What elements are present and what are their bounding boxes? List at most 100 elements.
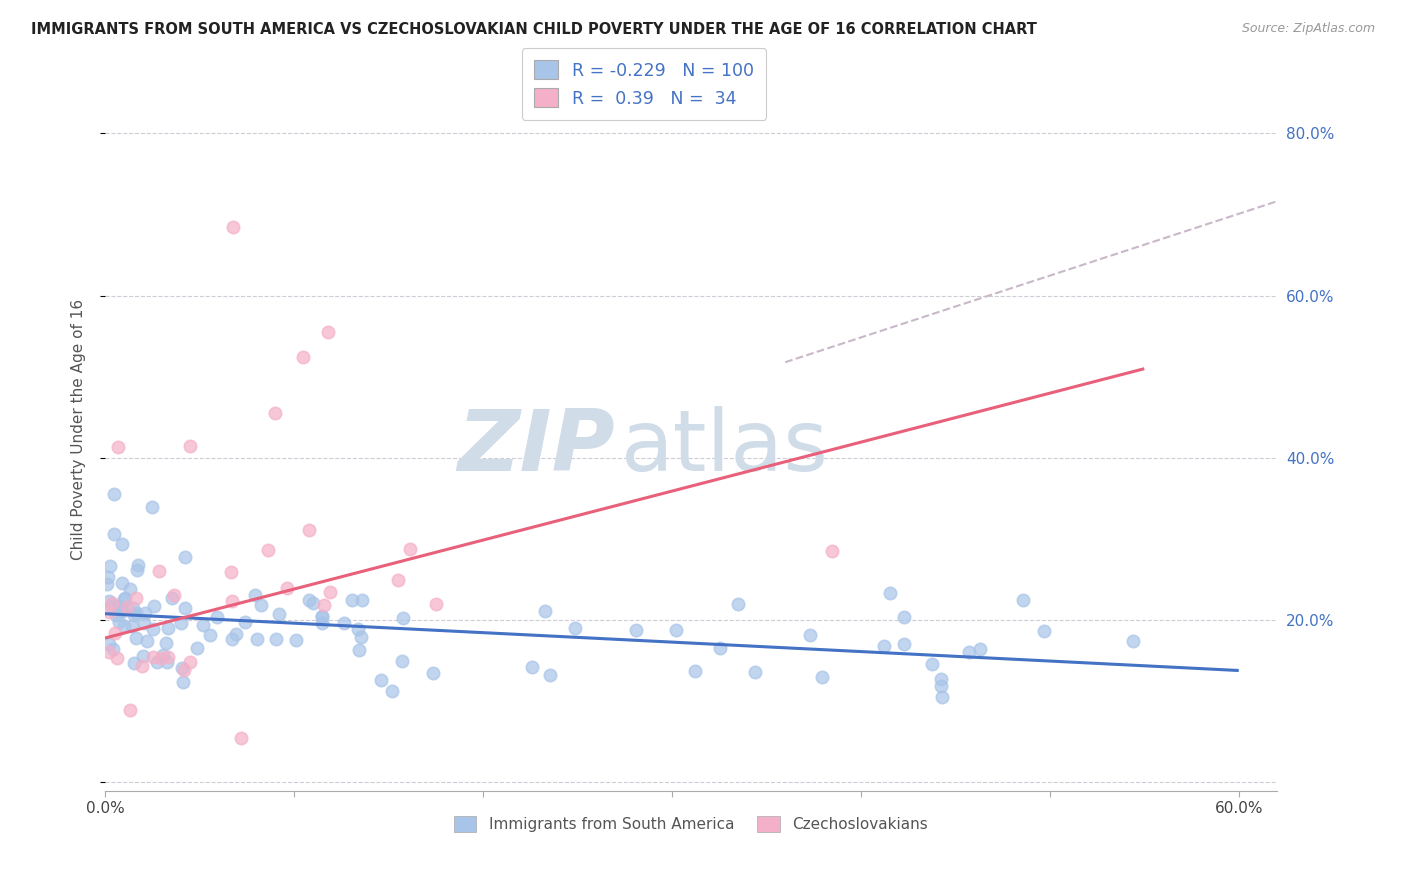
- Point: [873, 639, 896, 653]
- Point: [105, 608, 128, 623]
- Point: [316, 325, 339, 339]
- Point: [292, 350, 315, 364]
- Point: [122, 656, 145, 670]
- Point: [969, 642, 991, 657]
- Point: [173, 663, 195, 677]
- Point: [391, 654, 413, 668]
- Point: [246, 632, 269, 646]
- Point: [297, 524, 319, 538]
- Point: [100, 599, 122, 613]
- Point: [893, 637, 915, 651]
- Point: [340, 592, 363, 607]
- Point: [301, 596, 323, 610]
- Point: [103, 527, 125, 541]
- Point: [264, 632, 287, 647]
- Point: [929, 679, 952, 693]
- Point: [105, 651, 128, 665]
- Point: [811, 670, 834, 684]
- Point: [264, 406, 287, 420]
- Point: [124, 608, 146, 623]
- Text: ZIP: ZIP: [457, 406, 614, 489]
- Point: [98, 559, 121, 574]
- Point: [110, 602, 132, 616]
- Point: [799, 627, 821, 641]
- Point: [100, 596, 122, 610]
- Point: [392, 611, 415, 625]
- Point: [683, 664, 706, 678]
- Legend: Immigrants from South America, Czechoslovakians: Immigrants from South America, Czechoslo…: [441, 804, 941, 845]
- Point: [709, 640, 731, 655]
- Point: [121, 618, 143, 632]
- Point: [538, 668, 561, 682]
- Point: [170, 615, 193, 630]
- Point: [114, 591, 136, 606]
- Point: [115, 600, 138, 615]
- Point: [319, 584, 342, 599]
- Point: [107, 440, 129, 454]
- Point: [141, 500, 163, 514]
- Text: IMMIGRANTS FROM SOUTH AMERICA VS CZECHOSLOVAKIAN CHILD POVERTY UNDER THE AGE OF : IMMIGRANTS FROM SOUTH AMERICA VS CZECHOS…: [31, 22, 1036, 37]
- Point: [131, 648, 153, 663]
- Point: [125, 607, 148, 621]
- Point: [931, 690, 953, 704]
- Point: [120, 582, 142, 597]
- Point: [112, 619, 135, 633]
- Point: [125, 631, 148, 645]
- Point: [332, 615, 354, 630]
- Point: [879, 585, 901, 599]
- Point: [298, 592, 321, 607]
- Point: [152, 648, 174, 662]
- Point: [179, 439, 201, 453]
- Point: [145, 656, 167, 670]
- Point: [929, 672, 952, 686]
- Point: [257, 542, 280, 557]
- Point: [134, 606, 156, 620]
- Point: [111, 604, 134, 618]
- Point: [96, 577, 118, 591]
- Point: [132, 616, 155, 631]
- Point: [97, 645, 120, 659]
- Point: [225, 627, 247, 641]
- Point: [103, 487, 125, 501]
- Point: [1122, 634, 1144, 648]
- Point: [174, 601, 197, 615]
- Point: [143, 599, 166, 614]
- Point: [112, 592, 135, 607]
- Y-axis label: Child Poverty Under the Age of 16: Child Poverty Under the Age of 16: [72, 299, 86, 560]
- Point: [564, 621, 586, 635]
- Point: [311, 609, 333, 624]
- Point: [314, 599, 336, 613]
- Point: [127, 558, 149, 573]
- Point: [285, 632, 308, 647]
- Point: [131, 659, 153, 673]
- Point: [142, 622, 165, 636]
- Point: [97, 570, 120, 584]
- Point: [267, 607, 290, 621]
- Point: [142, 650, 165, 665]
- Point: [957, 645, 980, 659]
- Point: [229, 731, 252, 745]
- Point: [1033, 624, 1056, 638]
- Point: [350, 630, 373, 644]
- Point: [422, 666, 444, 681]
- Point: [111, 536, 134, 550]
- Point: [370, 673, 392, 687]
- Point: [120, 703, 142, 717]
- Point: [101, 641, 124, 656]
- Point: [534, 604, 557, 618]
- Point: [821, 544, 844, 558]
- Point: [222, 219, 245, 234]
- Point: [347, 643, 370, 657]
- Point: [198, 628, 221, 642]
- Point: [148, 564, 170, 578]
- Point: [1011, 593, 1033, 607]
- Point: [221, 594, 243, 608]
- Point: [352, 593, 374, 607]
- Text: atlas: atlas: [620, 406, 828, 489]
- Point: [387, 573, 409, 587]
- Point: [399, 541, 422, 556]
- Point: [727, 597, 749, 611]
- Point: [664, 623, 686, 637]
- Point: [347, 622, 370, 636]
- Point: [191, 618, 214, 632]
